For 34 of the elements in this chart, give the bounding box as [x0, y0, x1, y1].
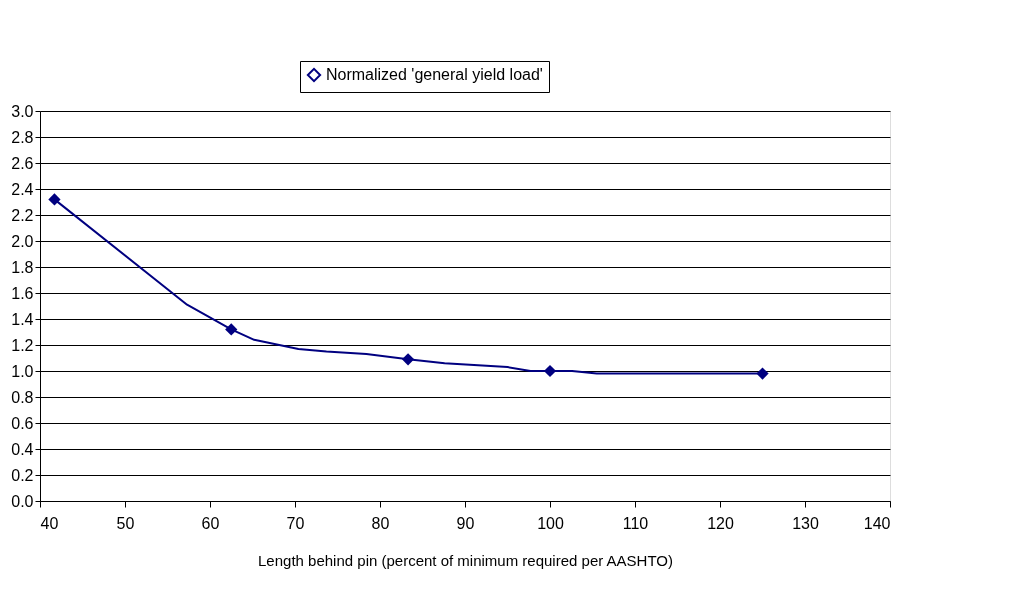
y-tick-label: 2.0 [11, 232, 34, 250]
y-tick-label: 0.8 [11, 388, 34, 406]
y-tick-label: 2.2 [11, 206, 34, 224]
y-tick-label: 2.4 [11, 180, 34, 198]
x-tick-label: 50 [116, 514, 135, 532]
y-tick-label: 2.8 [11, 128, 34, 146]
y-tick-label: 1.6 [11, 284, 34, 302]
point [543, 364, 557, 378]
x-tick-label: 70 [286, 514, 305, 532]
x-tick-label: 60 [201, 514, 220, 532]
point [225, 323, 238, 336]
x-axis-title: Length behind pin (percent of minimum required per AASHTO) [258, 551, 673, 569]
y-tick-label: 3.0 [11, 102, 34, 120]
point [401, 353, 415, 366]
y-tick-label: 0.0 [11, 492, 34, 510]
x-tick-label: 90 [456, 514, 475, 532]
y-tick-label: 1.2 [11, 336, 34, 354]
y-tick-label: 0.4 [11, 440, 34, 458]
x-tick-label: 40 [40, 514, 59, 532]
y-tick-label: 1.0 [11, 362, 34, 380]
x-tick-label: 140 [863, 514, 891, 532]
x-tick-label: 130 [792, 514, 819, 532]
x-tick-label: 100 [537, 514, 564, 532]
y-tick-label: 2.6 [11, 154, 34, 172]
x-tick-label: 80 [371, 514, 390, 532]
legend-label: Normalized 'general yield load' [326, 66, 543, 83]
y-tick-label: 0.6 [11, 414, 34, 432]
point [756, 367, 769, 380]
x-tick-label: 110 [622, 514, 649, 532]
y-tick-label: 1.8 [11, 258, 34, 276]
y-tick-label: 0.2 [11, 466, 34, 484]
point [48, 193, 61, 206]
y-tick-label: 1.4 [11, 310, 34, 328]
x-tick-label: 120 [707, 514, 734, 532]
